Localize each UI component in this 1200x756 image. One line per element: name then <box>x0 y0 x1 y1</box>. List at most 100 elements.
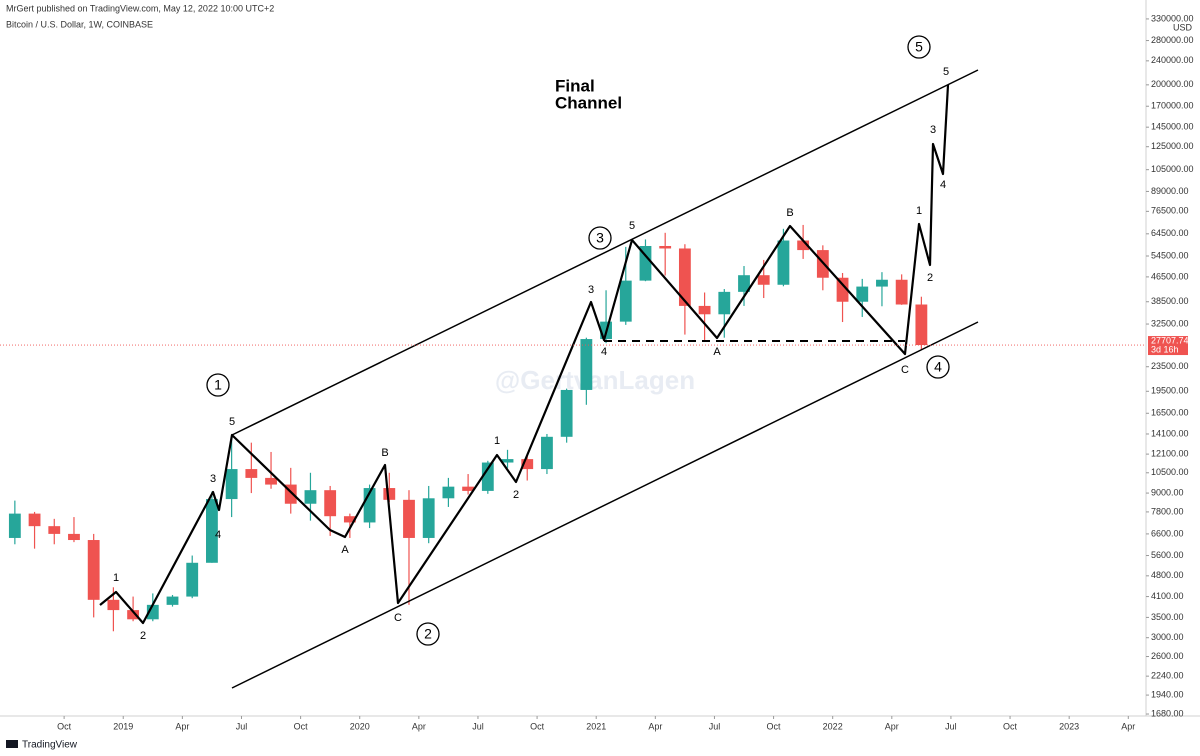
candle-body <box>304 490 317 504</box>
candle-body <box>127 610 140 620</box>
y-tick-label: 38500.00 <box>1151 296 1189 306</box>
y-tick-label: 4100.00 <box>1151 591 1184 601</box>
candle-body <box>206 499 218 563</box>
candle-body <box>876 279 888 287</box>
x-tick-label: Oct <box>294 721 309 731</box>
candle-body <box>698 305 711 315</box>
y-tick-label: 14100.00 <box>1151 428 1189 438</box>
candle-body <box>757 275 770 285</box>
candle-body <box>107 599 120 611</box>
candle-body <box>403 499 415 538</box>
wave-label: C <box>394 612 402 624</box>
wave-label: 1 <box>113 572 119 584</box>
x-tick-label: Apr <box>175 721 189 731</box>
y-tick-label: 7800.00 <box>1151 506 1184 516</box>
countdown-label: 3d 16h <box>1151 344 1179 354</box>
wave-label: 2 <box>140 630 146 642</box>
candle-body <box>678 248 691 306</box>
candle-body <box>186 562 199 597</box>
x-tick-label: Jul <box>236 721 248 731</box>
candle-body <box>68 533 80 541</box>
y-tick-label: 330000.00 <box>1151 13 1194 23</box>
degree-circle <box>926 355 950 379</box>
y-tick-label: 76500.00 <box>1151 206 1189 216</box>
wave-label: 3 <box>588 284 594 296</box>
candle-body <box>48 526 61 534</box>
degree-circle <box>907 35 931 59</box>
axis-unit: USD <box>1173 22 1193 32</box>
y-tick-label: 89000.00 <box>1151 186 1189 196</box>
candle-body <box>501 459 514 463</box>
annotation-title: Channel <box>555 93 622 112</box>
candle-body <box>481 462 494 491</box>
y-tick-label: 46500.00 <box>1151 271 1189 281</box>
candle-body <box>560 389 573 437</box>
x-tick-label: 2022 <box>823 721 843 731</box>
candle-body <box>580 339 593 390</box>
y-tick-label: 12100.00 <box>1151 448 1189 458</box>
degree-circle <box>206 373 230 397</box>
y-tick-label: 1680.00 <box>1151 708 1184 718</box>
candle-body <box>245 469 258 478</box>
degree-circle <box>588 226 612 250</box>
candle-body <box>718 291 731 315</box>
brand: TradingView <box>22 740 78 751</box>
candle-body <box>738 275 750 292</box>
x-tick-label: 2019 <box>113 721 133 731</box>
candle-body <box>166 596 179 605</box>
candle-body <box>363 488 376 523</box>
y-tick-label: 125000.00 <box>1151 141 1194 151</box>
candle-body <box>639 245 652 281</box>
y-tick-label: 10500.00 <box>1151 467 1189 477</box>
wave-label: C <box>901 364 909 376</box>
wave-drawing <box>99 69 979 689</box>
wave-label: B <box>381 447 388 459</box>
x-tick-label: Oct <box>767 721 782 731</box>
degree-label: 3 <box>596 230 604 246</box>
candle-body <box>856 286 869 302</box>
x-tick-label: Apr <box>648 721 662 731</box>
last-price-label: 27707.74 <box>1151 335 1189 345</box>
candle-body <box>8 513 21 538</box>
x-tick-label: 2020 <box>350 721 370 731</box>
wave-label: 3 <box>210 473 216 485</box>
wave-label: 4 <box>215 529 221 541</box>
y-tick-label: 170000.00 <box>1151 101 1194 111</box>
wave-label: 2 <box>927 272 933 284</box>
wave-label: 1 <box>916 205 922 217</box>
y-tick-label: 280000.00 <box>1151 35 1194 45</box>
wave-label: A <box>713 346 721 358</box>
candle-body <box>521 459 534 470</box>
candle-body <box>324 490 337 517</box>
wave-label: 5 <box>943 66 949 78</box>
degree-label: 2 <box>424 626 432 642</box>
candle-body <box>797 240 810 251</box>
candle-body <box>343 516 356 523</box>
wave-label: 5 <box>629 220 635 232</box>
candle-body <box>659 245 672 249</box>
watermark: @GertvanLagen <box>495 365 695 395</box>
candle-body <box>284 484 297 504</box>
annotation-title: Final <box>555 76 595 95</box>
wave-label: 2 <box>513 489 519 501</box>
y-tick-label: 54500.00 <box>1151 250 1189 260</box>
candle-body <box>265 477 277 485</box>
wave-label: 4 <box>940 179 946 191</box>
y-tick-label: 200000.00 <box>1151 79 1194 89</box>
wave-label: 4 <box>601 346 607 358</box>
candle-body <box>541 436 553 470</box>
x-tick-label: Jul <box>472 721 484 731</box>
y-tick-label: 64500.00 <box>1151 228 1189 238</box>
symbol-title: Bitcoin / U.S. Dollar, 1W, COINBASE <box>6 19 153 29</box>
y-tick-label: 32500.00 <box>1151 318 1189 328</box>
candle-body <box>383 488 396 500</box>
y-tick-label: 240000.00 <box>1151 55 1194 65</box>
last-price-box <box>1148 336 1188 356</box>
y-tick-label: 3500.00 <box>1151 612 1184 622</box>
wave-path <box>99 84 950 625</box>
candle-body <box>619 280 632 322</box>
x-tick-label: 2023 <box>1059 721 1079 731</box>
y-tick-label: 3000.00 <box>1151 632 1184 642</box>
y-tick-label: 6600.00 <box>1151 528 1184 538</box>
